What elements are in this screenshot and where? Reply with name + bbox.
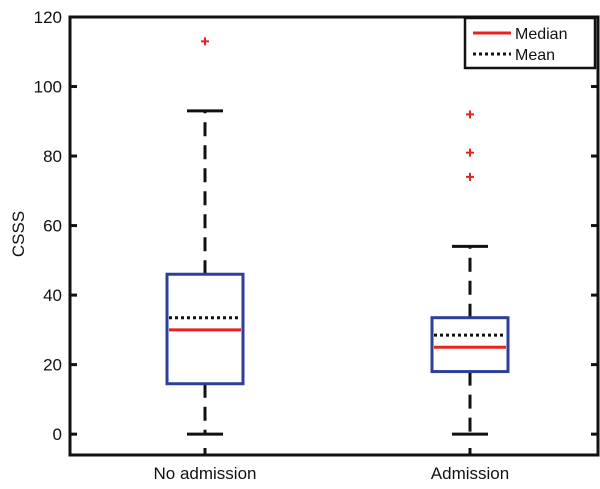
y-tick-label: 100 [34,78,62,97]
outlier-point [466,148,474,157]
y-tick-label: 0 [53,425,62,444]
plot-frame [68,15,600,457]
legend: Median Mean [463,16,597,70]
y-tick-label: 40 [43,286,62,305]
outlier-point [466,110,474,119]
y-tick-label: 80 [43,147,62,166]
y-tick-label: 120 [34,8,62,27]
legend-label-median: Median [515,26,567,43]
y-tick-label: 60 [43,217,62,236]
outlier-point [466,172,474,181]
legend-box [463,16,597,70]
x-tick-label: Admission [431,464,509,483]
box-group-admission [430,110,510,436]
y-tick-label: 20 [43,356,62,375]
outlier-point [201,37,209,46]
box-group-no-admission [165,37,245,436]
iqr-box [430,316,510,374]
y-axis-title: CSSS [9,211,28,257]
legend-label-mean: Mean [515,47,555,64]
plot-area: 0 20 40 60 80 100 120 No admission Admission [34,8,600,483]
x-tick-label: No admission [154,464,257,483]
